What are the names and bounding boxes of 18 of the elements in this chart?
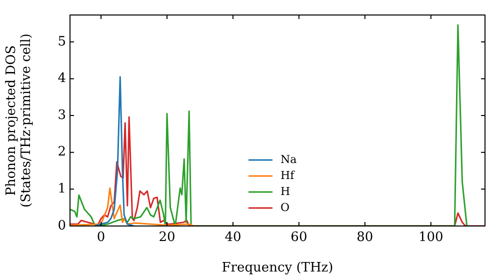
- x-tick-label: 20: [158, 230, 176, 246]
- x-tick-label: 100: [418, 230, 444, 246]
- y-tick-label: 4: [58, 71, 66, 86]
- legend-label: Hf: [280, 168, 296, 182]
- y-tick-label: 2: [58, 144, 66, 160]
- legend-label: Na: [280, 152, 298, 166]
- x-tick-label: 60: [290, 230, 308, 246]
- x-tick-label: 80: [356, 230, 374, 246]
- x-tick-label: 40: [224, 230, 242, 246]
- legend-label: O: [280, 200, 290, 214]
- legend-label: H: [280, 184, 290, 198]
- y-axis-title: Phonon projected DOS (States/THz·primitive cell): [4, 33, 34, 208]
- y-tick-label: 0: [58, 218, 66, 234]
- x-axis-title: Frequency (THz): [222, 260, 334, 276]
- x-tick-label: 0: [96, 230, 106, 246]
- y-tick-label: 5: [58, 34, 66, 50]
- y-tick-label: 3: [58, 108, 66, 123]
- y-tick-label: 1: [58, 182, 66, 197]
